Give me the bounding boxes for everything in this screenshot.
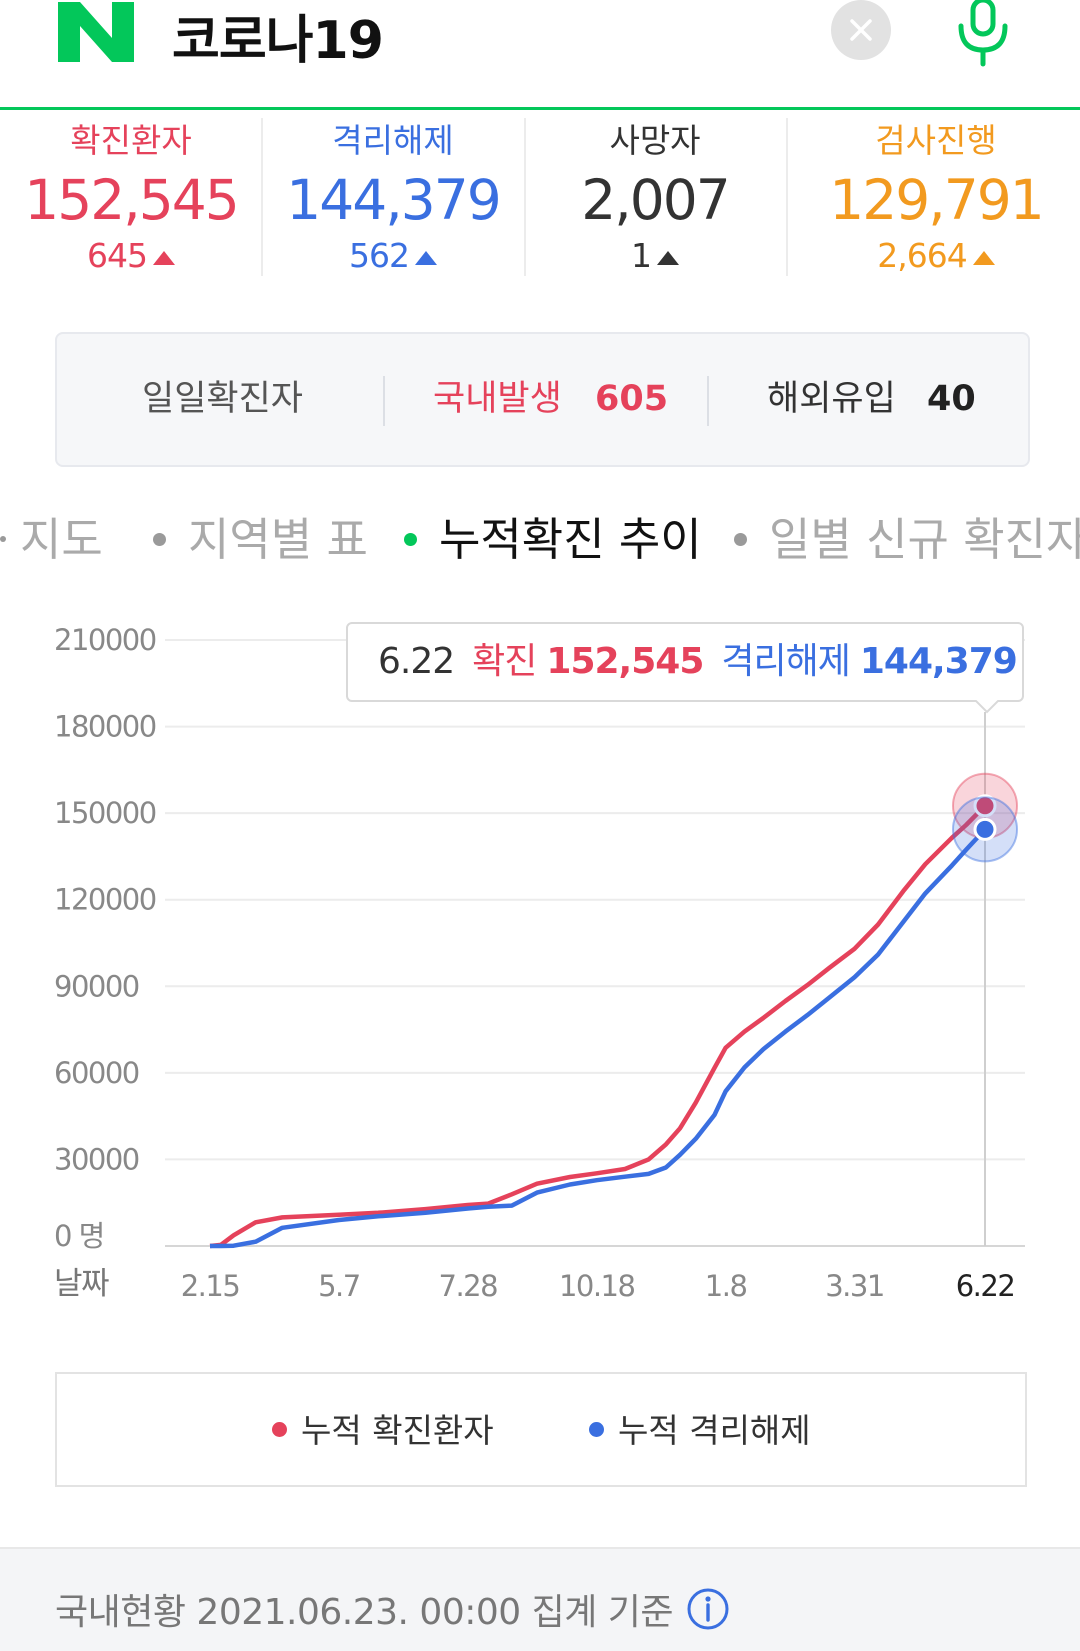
cumulative-chart[interactable]: 300006000090000120000150000180000210000 … xyxy=(0,600,1080,1320)
increase-arrow-icon xyxy=(415,251,437,265)
stat-delta-value: 645 xyxy=(87,236,148,275)
legend-item-released[interactable]: 누적 격리해제 xyxy=(589,1408,811,1454)
stat-value: 144,379 xyxy=(286,168,501,232)
domestic-label: 국내발생 xyxy=(433,379,562,419)
daily-divider xyxy=(707,376,709,426)
chart-tooltip: 6.22 확진 152,545 격리해제 144,379 xyxy=(346,622,1024,702)
stat-label: 확진환자 xyxy=(70,121,192,160)
tab-cumulative-trend[interactable]: 누적확진 추이 xyxy=(404,510,702,570)
tooltip-released-value: 144,379 xyxy=(859,641,1018,682)
stat-delta-value: 562 xyxy=(349,236,410,275)
stat-value: 152,545 xyxy=(24,168,239,232)
x-tick-label: 6.22 xyxy=(956,1269,1015,1303)
y-axis-ticks: 30000 60000 90000 120000 150000 180000 210000 xyxy=(54,623,157,1176)
chart-legend: 누적 확진환자 누적 격리해제 xyxy=(55,1372,1027,1487)
tab-bullet xyxy=(734,532,747,546)
series-line-released xyxy=(210,827,987,1249)
increase-arrow-icon xyxy=(153,251,175,265)
tab-bullet xyxy=(404,532,417,546)
x-axis-label: 날짜 xyxy=(54,1266,109,1302)
stat-delta-value: 1 xyxy=(631,236,652,275)
series-end-point xyxy=(973,794,997,818)
y-tick-label: 180000 xyxy=(54,710,156,744)
daily-confirmed-box: 일일확진자 국내발생 605 해외유입 40 xyxy=(55,332,1030,467)
voice-search-button[interactable] xyxy=(948,0,1018,70)
tab-label: 지역별 표 xyxy=(188,513,368,566)
tooltip-date: 6.22 xyxy=(378,641,455,682)
stat-delta: 645 xyxy=(0,234,262,278)
y-tick-label: 150000 xyxy=(54,796,156,830)
stat-label: 격리해제 xyxy=(332,121,454,160)
overseas-value: 40 xyxy=(927,379,976,419)
x-tick-label: 2.15 xyxy=(181,1269,240,1303)
x-tick-label: 3.31 xyxy=(825,1269,884,1303)
tooltip-confirmed-value: 152,545 xyxy=(546,641,704,682)
stat-value: 2,007 xyxy=(581,168,730,232)
stat-divider xyxy=(524,118,526,276)
stat-released: 격리해제 144,379 562 xyxy=(262,112,524,280)
daily-divider xyxy=(383,376,385,426)
tab-bullet xyxy=(0,536,6,542)
daily-label: 일일확진자 xyxy=(142,379,304,419)
tab-bullet xyxy=(153,532,166,546)
close-icon xyxy=(850,19,872,41)
tooltip-released-label: 격리해제 xyxy=(721,641,850,682)
chart-grid xyxy=(165,639,1025,1247)
tab-daily-new[interactable]: 일별 신규 확진자 xyxy=(734,510,1080,570)
stat-divider xyxy=(786,118,788,276)
stat-delta: 562 xyxy=(262,234,524,278)
stat-label: 사망자 xyxy=(609,121,701,160)
footer-timestamp: 국내현황 2021.06.23. 00:00 집계 기준 xyxy=(55,1592,674,1633)
search-query[interactable]: 코로나19 xyxy=(172,11,384,71)
stat-divider xyxy=(261,118,263,276)
chart-markers xyxy=(952,772,1018,863)
stat-delta-value: 2,664 xyxy=(877,236,967,275)
y-tick-label: 90000 xyxy=(54,969,139,1003)
tab-label: 일별 신규 확진자 xyxy=(769,513,1080,566)
x-axis-ticks: 2.15 5.7 7.28 10.18 1.8 3.31 6.22 xyxy=(181,1269,1016,1303)
footer: 국내현황 2021.06.23. 00:00 집계 기준 xyxy=(0,1547,1080,1651)
tab-map[interactable]: 지도 xyxy=(0,510,103,570)
tab-label: 지도 xyxy=(20,513,103,566)
tooltip-confirmed-label: 확진 xyxy=(472,641,537,682)
tab-region-table[interactable]: 지역별 표 xyxy=(153,510,368,570)
stat-delta: 1 xyxy=(524,234,786,278)
microphone-icon xyxy=(958,0,1008,67)
tab-label: 누적확진 추이 xyxy=(439,513,702,566)
stat-label: 검사진행 xyxy=(875,121,997,160)
info-icon[interactable] xyxy=(686,1587,730,1631)
y-tick-label: 30000 xyxy=(54,1142,139,1176)
increase-arrow-icon xyxy=(972,251,995,265)
naver-logo-icon[interactable] xyxy=(58,2,134,62)
overseas-label: 해외유입 xyxy=(767,379,896,419)
x-tick-label: 5.7 xyxy=(318,1269,360,1303)
stat-testing: 검사진행 129,791 2,664 xyxy=(805,112,1067,280)
search-header: 코로나19 xyxy=(0,0,1080,110)
legend-dot xyxy=(589,1422,604,1437)
clear-search-button[interactable] xyxy=(831,0,891,60)
increase-arrow-icon xyxy=(657,251,679,265)
y-tick-label: 120000 xyxy=(54,883,156,917)
stat-confirmed: 확진환자 152,545 645 xyxy=(0,112,262,280)
stat-value: 129,791 xyxy=(829,168,1044,232)
y-tick-label: 60000 xyxy=(54,1056,139,1090)
legend-label: 누적 확진환자 xyxy=(301,1411,494,1450)
y-tick-label: 210000 xyxy=(54,623,156,657)
stat-delta: 2,664 xyxy=(805,234,1067,278)
tooltip-pointer xyxy=(975,700,999,714)
x-tick-label: 1.8 xyxy=(705,1269,747,1303)
chart-series xyxy=(209,804,987,1249)
x-tick-label: 7.28 xyxy=(439,1269,498,1303)
legend-label: 누적 격리해제 xyxy=(618,1411,811,1450)
series-end-point xyxy=(973,817,997,841)
legend-item-confirmed[interactable]: 누적 확진환자 xyxy=(272,1408,494,1454)
legend-dot xyxy=(272,1422,287,1437)
y-unit-label: 0 명 xyxy=(54,1219,104,1253)
domestic-value: 605 xyxy=(595,379,669,419)
x-tick-label: 10.18 xyxy=(559,1269,635,1303)
series-line-confirmed xyxy=(209,804,987,1249)
stat-deaths: 사망자 2,007 1 xyxy=(524,112,786,280)
